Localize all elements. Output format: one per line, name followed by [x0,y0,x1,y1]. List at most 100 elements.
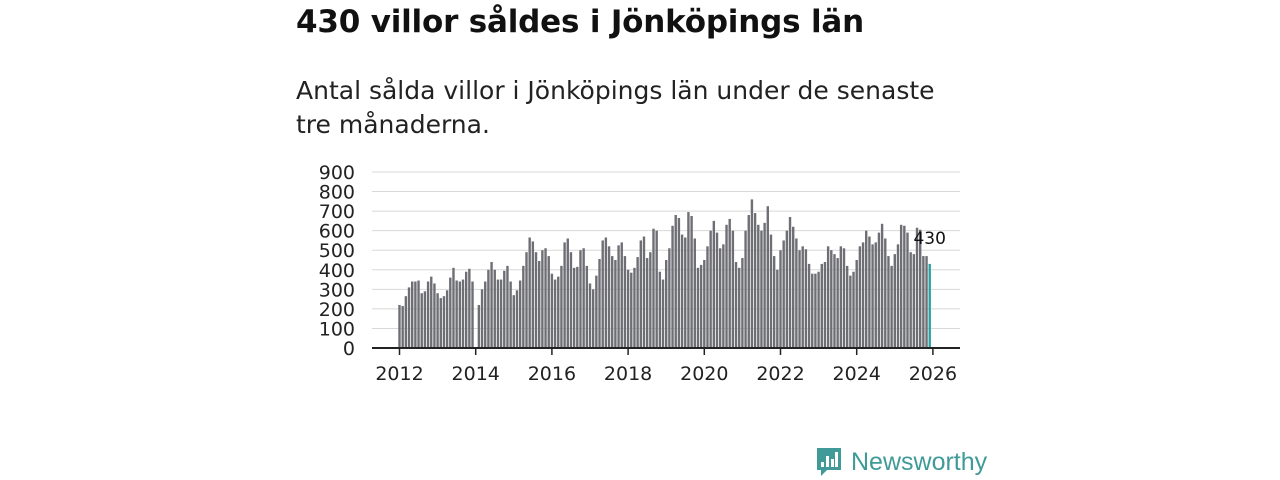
bar [630,272,633,348]
bar [617,245,620,348]
bar [538,260,541,348]
bar [522,265,525,348]
bar [693,238,696,348]
bar [442,296,446,348]
bar [439,298,442,348]
bar [814,273,817,348]
bar [709,230,712,348]
bar [541,250,544,348]
bar [674,215,677,348]
bar [785,230,789,348]
bar [823,261,827,348]
bar [468,268,471,348]
bar [741,258,744,348]
bar [436,293,439,348]
bar [731,230,735,348]
chart-title: 430 villor såldes i Jönköpings län [296,4,864,40]
x-tick-label: 2014 [452,363,500,385]
bar [798,250,801,348]
bar [633,267,636,348]
bar [718,248,722,348]
bar [922,256,925,348]
bar [649,252,652,348]
bar [874,242,877,348]
bar [868,236,871,348]
bar [734,261,738,348]
bar [782,240,785,348]
bar [826,246,830,348]
bar [680,234,684,348]
bar [401,305,404,348]
bar [445,290,449,348]
axes [372,347,960,355]
bar [464,271,468,348]
bar [795,238,798,348]
bar [417,280,420,348]
x-tick-label: 2020 [680,363,728,385]
bar [817,271,820,348]
x-tick-label: 2026 [909,363,957,385]
bar [852,271,855,348]
bar [779,250,782,348]
bar [398,304,401,348]
bar [582,248,585,348]
bar [880,223,884,348]
newsworthy-logo-text: Newsworthy [851,447,988,476]
last-value-label: 430 [913,229,945,249]
bar [588,283,592,348]
bar [642,236,646,348]
x-tick-label: 2022 [756,363,804,385]
bar [903,225,906,348]
bar [611,256,614,348]
bar [744,230,747,348]
bar [623,256,627,348]
bar [849,275,852,348]
bar [433,283,436,348]
bar [836,258,839,348]
bar [560,265,563,348]
bar [807,263,811,348]
bar [449,277,452,348]
bar [909,252,912,348]
bar [496,279,500,348]
y-tick-label: 300 [319,279,355,301]
bar [512,295,515,348]
bar [547,256,550,348]
bar [925,256,928,348]
bar [531,241,535,348]
bar [652,228,655,348]
bar [607,246,611,348]
bar [661,279,665,348]
bar [696,267,700,348]
bar [706,246,709,348]
bar [728,218,731,348]
bar [811,273,814,348]
bar [750,199,754,348]
bar [845,265,849,348]
bar [480,289,484,348]
bar [665,260,668,348]
bar [738,267,741,348]
bar [515,290,519,348]
bar [890,265,893,348]
bar [544,248,547,348]
bar [703,260,706,348]
bar [760,230,763,348]
bar [550,273,554,348]
bar [420,293,423,348]
bar [884,238,887,348]
bar [458,281,462,348]
bar [712,220,716,348]
bar [858,246,862,348]
bar [471,281,474,348]
bar [423,291,427,348]
bar [820,263,823,348]
bar [499,279,503,348]
bar [893,254,896,348]
bar [601,240,604,348]
bar [411,281,414,348]
bar [490,261,493,348]
bar [725,224,728,348]
